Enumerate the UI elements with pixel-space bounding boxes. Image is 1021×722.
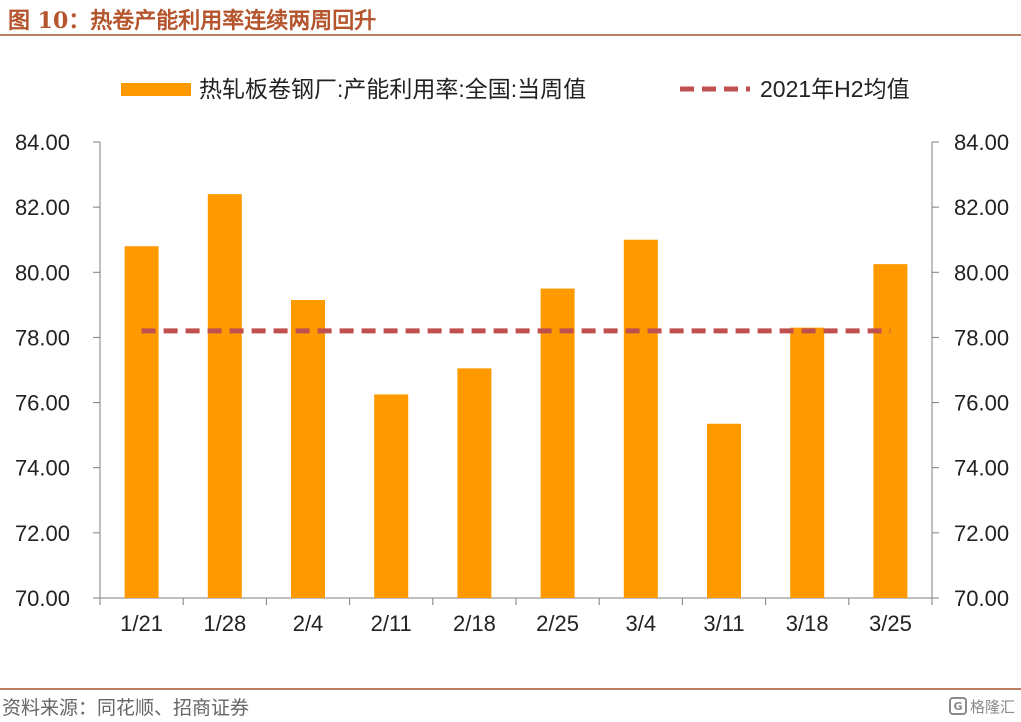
bar bbox=[124, 246, 159, 598]
legend-label-line: 2021年H2均值 bbox=[760, 76, 910, 102]
y-tick-label-right: 84.00 bbox=[954, 130, 1009, 155]
watermark: G 格隆汇 bbox=[948, 694, 1015, 718]
x-tick-label: 3/11 bbox=[703, 611, 744, 636]
x-tick-label: 2/11 bbox=[371, 611, 412, 636]
y-tick-label-left: 78.00 bbox=[15, 325, 70, 350]
y-tick-label-left: 82.00 bbox=[15, 195, 70, 220]
x-tick-label: 3/4 bbox=[626, 611, 657, 636]
y-tick-label-right: 70.00 bbox=[954, 586, 1009, 611]
source-note: 资料来源：同花顺、招商证券 bbox=[2, 697, 250, 719]
bar bbox=[873, 264, 908, 598]
figure-title: 图 10：热卷产能利用率连续两周回升 bbox=[8, 8, 377, 34]
legend-label-bar: 热轧板卷钢厂:产能利用率:全国:当周值 bbox=[199, 76, 586, 102]
footer-divider bbox=[0, 688, 1021, 690]
y-tick-label-right: 74.00 bbox=[954, 456, 1009, 481]
y-tick-label-left: 80.00 bbox=[15, 260, 70, 285]
y-tick-label-right: 78.00 bbox=[954, 325, 1009, 350]
header-bar: 图 10：热卷产能利用率连续两周回升 bbox=[0, 0, 1021, 36]
legend-swatch-bar bbox=[121, 83, 191, 96]
watermark-text: 格隆汇 bbox=[969, 697, 1015, 716]
y-tick-label-right: 72.00 bbox=[954, 521, 1009, 546]
x-tick-label: 2/4 bbox=[293, 611, 324, 636]
x-tick-label: 3/25 bbox=[869, 611, 912, 636]
x-tick-label: 2/25 bbox=[536, 611, 579, 636]
bar bbox=[623, 239, 658, 598]
x-tick-label: 1/28 bbox=[203, 611, 246, 636]
x-tick-label: 2/18 bbox=[453, 611, 496, 636]
chart: 热轧板卷钢厂:产能利用率:全国:当周值 2021年H2均值 70.00 72.00 74… bbox=[15, 76, 1009, 636]
bar bbox=[707, 423, 741, 598]
bar bbox=[540, 288, 575, 598]
watermark-logo-icon: G bbox=[948, 697, 967, 715]
bar bbox=[207, 194, 242, 598]
y-tick-label-left: 84.00 bbox=[15, 130, 70, 155]
bar bbox=[291, 299, 325, 598]
bar bbox=[374, 394, 409, 598]
bar bbox=[457, 368, 492, 598]
y-tick-label-left: 74.00 bbox=[15, 456, 70, 481]
x-tick-label: 1/21 bbox=[120, 611, 163, 636]
y-tick-label-left: 70.00 bbox=[15, 586, 70, 611]
bar bbox=[790, 327, 825, 598]
y-tick-label-right: 82.00 bbox=[954, 195, 1009, 220]
y-tick-label-left: 72.00 bbox=[15, 521, 70, 546]
y-tick-label-right: 80.00 bbox=[954, 260, 1009, 285]
x-tick-label: 3/18 bbox=[786, 611, 829, 636]
y-tick-label-right: 76.00 bbox=[954, 391, 1009, 416]
y-tick-label-left: 76.00 bbox=[15, 391, 70, 416]
